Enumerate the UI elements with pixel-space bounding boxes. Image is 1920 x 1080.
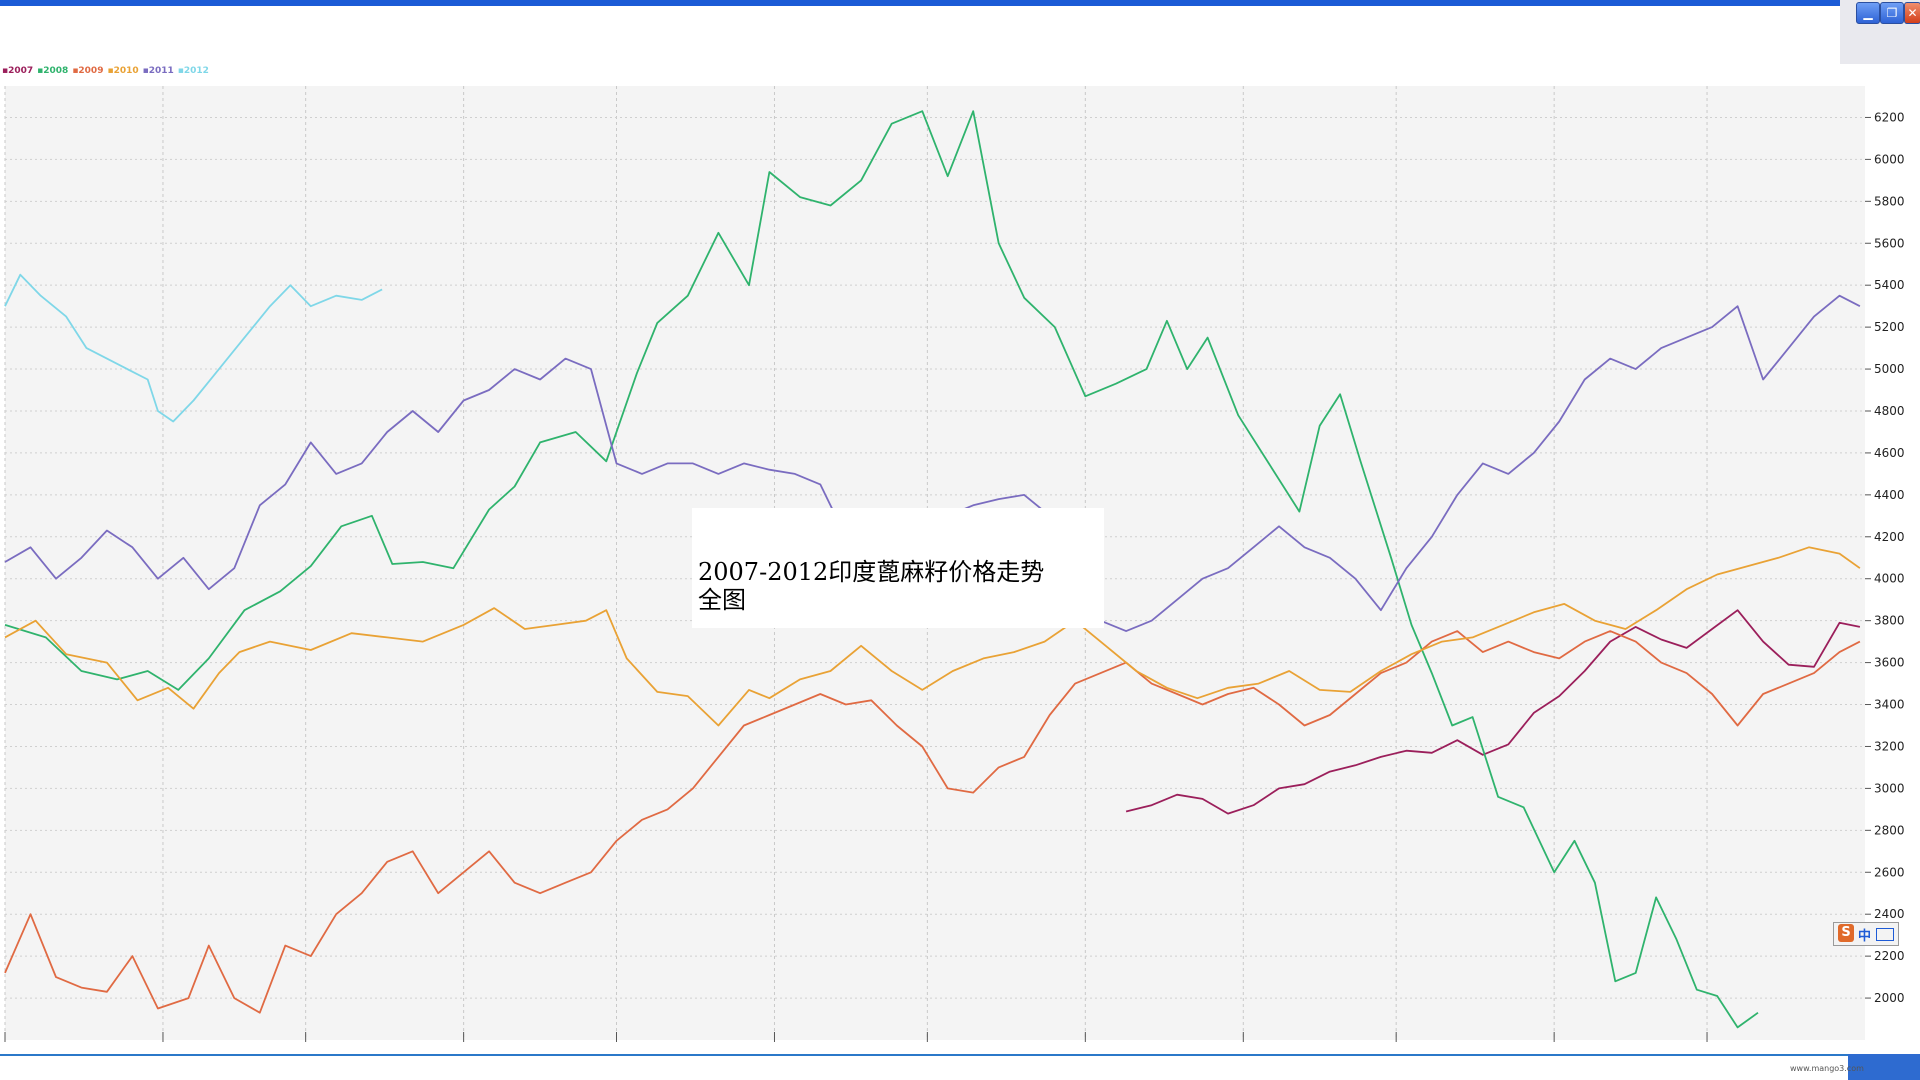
y-tick-label: 4600: [1874, 446, 1905, 460]
series-line-2012: [4, 273, 383, 423]
y-tick-label: 2400: [1874, 907, 1905, 921]
y-tick-label: 4800: [1874, 404, 1905, 418]
legend-item-2011: ▪2011: [142, 66, 174, 76]
x-tick-label: May: [618, 1047, 643, 1048]
y-tick-label: 2600: [1874, 865, 1905, 879]
series-line-2008: [4, 110, 1759, 1029]
series-line-2007: [1125, 609, 1861, 815]
sogou-logo-icon: S: [1838, 924, 1854, 942]
y-tick-label: 2800: [1874, 823, 1905, 837]
chart-annotation: 2007-2012印度蓖麻籽价格走势 全图: [698, 558, 1118, 614]
x-tick-label: Aug: [1086, 1047, 1109, 1048]
annotation-line-1: 2007-2012印度蓖麻籽价格走势: [698, 558, 1045, 586]
y-tick-label: 5600: [1874, 236, 1905, 250]
y-tick-label: 4200: [1874, 530, 1905, 544]
x-tick-label: Jul: [927, 1047, 942, 1048]
restore-icon: ❐: [1886, 6, 1898, 20]
y-tick-label: 5400: [1874, 278, 1905, 292]
minimize-icon: ▁: [1863, 6, 1873, 20]
y-tick-label: 3200: [1874, 739, 1905, 753]
close-icon: ✕: [1907, 6, 1918, 20]
taskbar: [0, 1054, 1920, 1080]
restore-button[interactable]: ❐: [1880, 2, 1904, 24]
x-tick-label: Nov: [1555, 1047, 1578, 1048]
ime-mode-label: 中: [1858, 929, 1872, 944]
x-tick-label: Dec: [1708, 1047, 1731, 1048]
y-tick-label: 3400: [1874, 698, 1905, 712]
y-tick-label: 6200: [1874, 110, 1905, 124]
title-area: [0, 6, 1840, 64]
y-tick-label: 3000: [1874, 781, 1905, 795]
y-tick-label: 4400: [1874, 488, 1905, 502]
annotation-line-2: 全图: [698, 586, 746, 614]
y-tick-label: 5000: [1874, 362, 1905, 376]
legend-item-2009: ▪2009: [72, 66, 104, 76]
series-line-2010: [4, 546, 1861, 727]
x-tick-label: Oct: [1397, 1047, 1418, 1048]
x-tick-label: Jun: [774, 1047, 794, 1048]
watermark-site: www.mango3.com: [1790, 1064, 1864, 1073]
x-tick-label: Mar: [307, 1047, 330, 1048]
window-controls: ▁ ❐ ✕: [1840, 0, 1920, 64]
ime-indicator[interactable]: S 中: [1833, 922, 1899, 946]
chart-legend: ▪2007 ▪2008 ▪2009 ▪2010 ▪2011 ▪2012: [2, 66, 213, 76]
x-tick-label: Apr: [465, 1047, 486, 1048]
window-title-bar: [0, 0, 1920, 6]
y-tick-label: 3800: [1874, 614, 1905, 628]
y-tick-label: 2200: [1874, 949, 1905, 963]
legend-item-2010: ▪2010: [107, 66, 139, 76]
y-tick-label: 6000: [1874, 152, 1905, 166]
x-tick-label: Feb: [164, 1047, 185, 1048]
legend-item-2012: ▪2012: [177, 66, 209, 76]
annotation-box: [692, 508, 1104, 628]
x-tick-label: Sep: [1244, 1047, 1267, 1048]
y-tick-label: 3600: [1874, 656, 1905, 670]
legend-item-2007: ▪2007: [2, 66, 34, 76]
minimize-button[interactable]: ▁: [1856, 2, 1880, 24]
x-tick-label: Jan: [5, 1047, 25, 1048]
y-tick-label: 5200: [1874, 320, 1905, 334]
y-tick-label: 2000: [1874, 991, 1905, 1005]
close-button[interactable]: ✕: [1904, 2, 1920, 24]
keyboard-icon: [1876, 928, 1894, 941]
y-tick-label: 4000: [1874, 572, 1905, 586]
legend-item-2008: ▪2008: [37, 66, 69, 76]
y-tick-label: 5800: [1874, 194, 1905, 208]
system-tray: [1848, 1054, 1920, 1080]
series-line-2009: [4, 630, 1861, 1014]
